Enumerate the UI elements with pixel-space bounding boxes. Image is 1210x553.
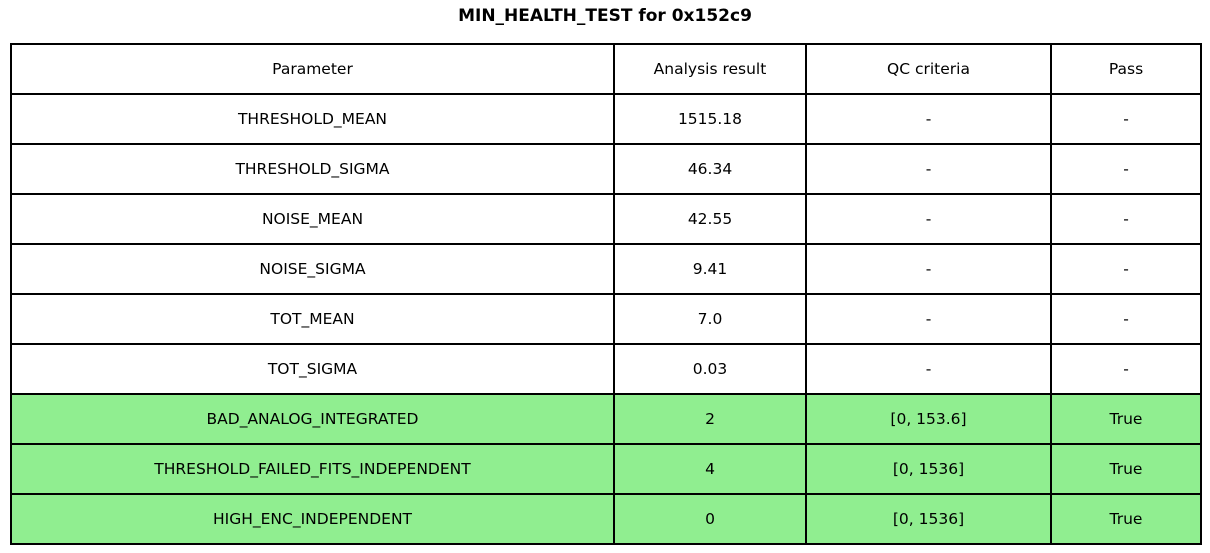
analysis-result-cell: 9.41 <box>613 243 807 295</box>
qc-criteria-cell: - <box>805 243 1052 295</box>
table-row: HIGH_ENC_INDEPENDENT 0 [0, 1536] True <box>10 493 1202 545</box>
qc-criteria-cell: [0, 153.6] <box>805 393 1052 445</box>
table-row: NOISE_SIGMA 9.41- - <box>10 243 1202 295</box>
parameter-cell: THRESHOLD_MEAN <box>10 93 615 145</box>
analysis-result-cell: 7.0 <box>613 293 807 345</box>
parameter-cell: THRESHOLD_FAILED_FITS_INDEPENDENT <box>10 443 615 495</box>
table-row: BAD_ANALOG_INTEGRATED 2 [0, 153.6] True <box>10 393 1202 445</box>
table-row: NOISE_MEAN 42.55- - <box>10 193 1202 245</box>
qc-criteria-cell: [0, 1536] <box>805 443 1052 495</box>
parameter-cell: NOISE_MEAN <box>10 193 615 245</box>
table-row: TOT_SIGMA 0.03- - <box>10 343 1202 395</box>
parameter-cell: TOT_MEAN <box>10 293 615 345</box>
table-row: THRESHOLD_MEAN 1515.18- - <box>10 93 1202 145</box>
table-body: THRESHOLD_MEAN 1515.18- - THRESHOLD_SIGMA 46… <box>10 93 1202 545</box>
results-table: Parameter Analysis result QC criteria Pa… <box>10 43 1202 545</box>
parameter-cell: BAD_ANALOG_INTEGRATED <box>10 393 615 445</box>
analysis-result-cell: 0.03 <box>613 343 807 395</box>
pass-cell: - <box>1050 143 1202 195</box>
analysis-result-cell: 0 <box>613 493 807 545</box>
table-row: THRESHOLD_FAILED_FITS_INDEPENDENT 4 [0, 15… <box>10 443 1202 495</box>
parameter-cell: THRESHOLD_SIGMA <box>10 143 615 195</box>
qc-criteria-cell: - <box>805 293 1052 345</box>
pass-cell: True <box>1050 493 1202 545</box>
col-header-pass: Pass <box>1050 43 1202 95</box>
pass-cell: - <box>1050 93 1202 145</box>
qc-criteria-cell: - <box>805 93 1052 145</box>
analysis-result-cell: 2 <box>613 393 807 445</box>
col-header-analysis-result: Analysis result <box>613 43 807 95</box>
col-header-parameter: Parameter <box>10 43 615 95</box>
page-title: MIN_HEALTH_TEST for 0x152c9 <box>458 6 752 26</box>
analysis-result-cell: 46.34 <box>613 143 807 195</box>
parameter-cell: HIGH_ENC_INDEPENDENT <box>10 493 615 545</box>
pass-cell: - <box>1050 293 1202 345</box>
qc-criteria-cell: - <box>805 193 1052 245</box>
table-row: TOT_MEAN 7.0- - <box>10 293 1202 345</box>
qc-criteria-cell: - <box>805 343 1052 395</box>
pass-cell: - <box>1050 343 1202 395</box>
analysis-result-cell: 4 <box>613 443 807 495</box>
qc-criteria-cell: [0, 1536] <box>805 493 1052 545</box>
parameter-cell: NOISE_SIGMA <box>10 243 615 295</box>
analysis-result-cell: 42.55 <box>613 193 807 245</box>
pass-cell: True <box>1050 443 1202 495</box>
pass-cell: - <box>1050 193 1202 245</box>
pass-cell: True <box>1050 393 1202 445</box>
table-header-row: Parameter Analysis result QC criteria Pa… <box>10 43 1202 95</box>
qc-criteria-cell: - <box>805 143 1052 195</box>
table-row: THRESHOLD_SIGMA 46.34- - <box>10 143 1202 195</box>
parameter-cell: TOT_SIGMA <box>10 343 615 395</box>
col-header-qc-criteria: QC criteria <box>805 43 1052 95</box>
pass-cell: - <box>1050 243 1202 295</box>
analysis-result-cell: 1515.18 <box>613 93 807 145</box>
